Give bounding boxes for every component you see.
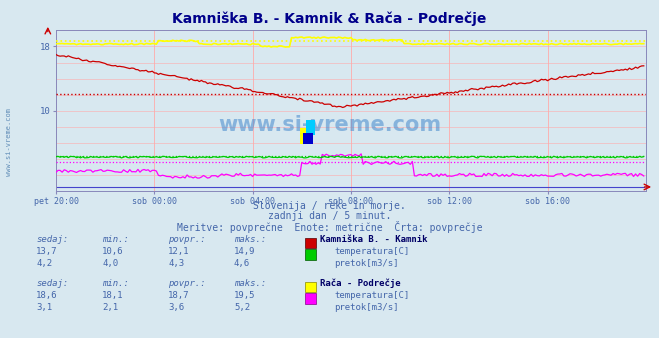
Text: temperatura[C]: temperatura[C] — [334, 291, 409, 300]
Text: 18,6: 18,6 — [36, 291, 58, 300]
Text: 19,5: 19,5 — [234, 291, 256, 300]
Text: 4,3: 4,3 — [168, 259, 184, 268]
Text: 18,1: 18,1 — [102, 291, 124, 300]
Text: Slovenija / reke in morje.: Slovenija / reke in morje. — [253, 201, 406, 211]
Text: 5,2: 5,2 — [234, 303, 250, 312]
Text: 4,6: 4,6 — [234, 259, 250, 268]
Text: Rača - Podrečje: Rača - Podrečje — [320, 279, 400, 288]
Text: Meritve: povprečne  Enote: metrične  Črta: povprečje: Meritve: povprečne Enote: metrične Črta:… — [177, 221, 482, 234]
Text: 3,1: 3,1 — [36, 303, 52, 312]
Text: 2,1: 2,1 — [102, 303, 118, 312]
Text: min.:: min.: — [102, 235, 129, 244]
Text: www.si-vreme.com: www.si-vreme.com — [218, 115, 441, 135]
Text: Kamniška B. - Kamnik: Kamniška B. - Kamnik — [320, 235, 427, 244]
Text: 18,7: 18,7 — [168, 291, 190, 300]
Text: povpr.:: povpr.: — [168, 279, 206, 288]
Text: pretok[m3/s]: pretok[m3/s] — [334, 303, 399, 312]
Text: 14,9: 14,9 — [234, 247, 256, 257]
Text: maks.:: maks.: — [234, 235, 266, 244]
Text: Kamniška B. - Kamnik & Rača - Podrečje: Kamniška B. - Kamnik & Rača - Podrečje — [172, 12, 487, 26]
Text: 10,6: 10,6 — [102, 247, 124, 257]
Text: zadnji dan / 5 minut.: zadnji dan / 5 minut. — [268, 211, 391, 221]
Text: sedaj:: sedaj: — [36, 279, 69, 288]
Text: 3,6: 3,6 — [168, 303, 184, 312]
Text: temperatura[C]: temperatura[C] — [334, 247, 409, 257]
Text: povpr.:: povpr.: — [168, 235, 206, 244]
Text: min.:: min.: — [102, 279, 129, 288]
Text: pretok[m3/s]: pretok[m3/s] — [334, 259, 399, 268]
Text: 4,2: 4,2 — [36, 259, 52, 268]
Text: sedaj:: sedaj: — [36, 235, 69, 244]
Text: 12,1: 12,1 — [168, 247, 190, 257]
Text: www.si-vreme.com: www.si-vreme.com — [5, 108, 12, 176]
Text: maks.:: maks.: — [234, 279, 266, 288]
Text: 4,0: 4,0 — [102, 259, 118, 268]
Text: 13,7: 13,7 — [36, 247, 58, 257]
